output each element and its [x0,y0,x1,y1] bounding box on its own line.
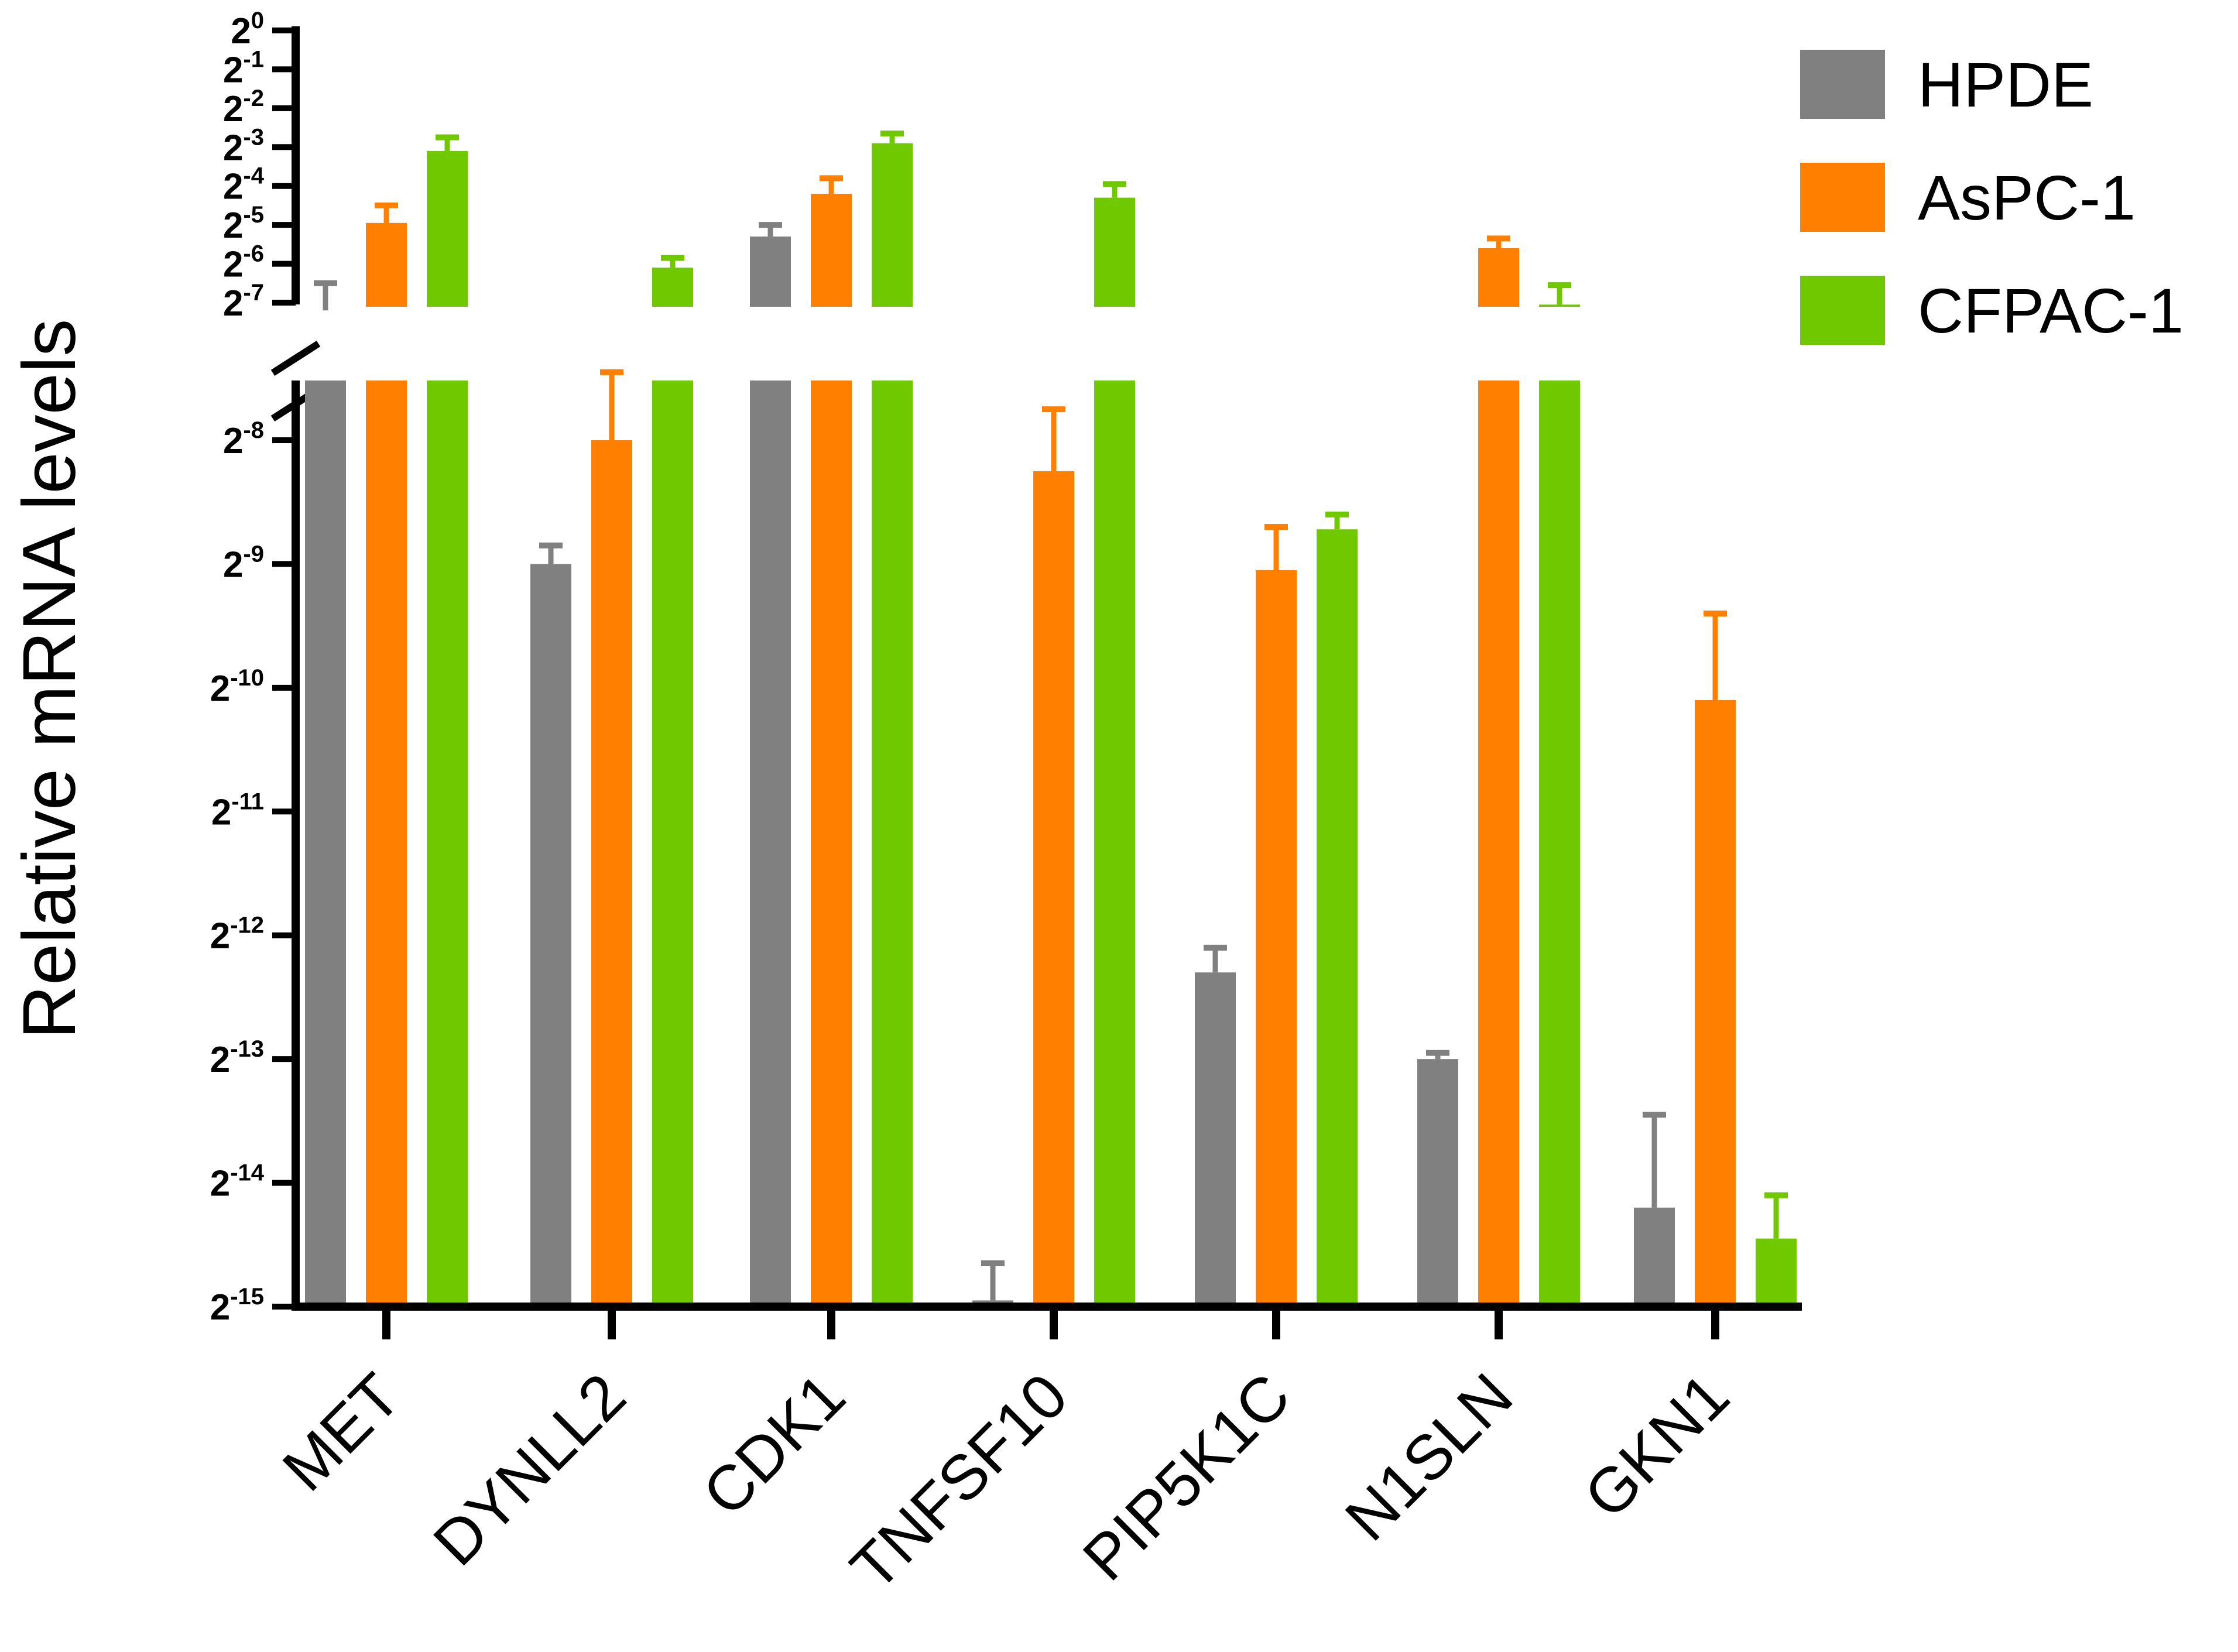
legend-swatch-hpde [1800,50,1885,119]
y-tick-label: 2-15 [210,1284,264,1328]
x-tick-label: TNFSF10 [837,1360,1081,1604]
bar-cfpac-1 [1756,1238,1797,1307]
bar-cfpac-1 [1539,304,1580,307]
lower-y-axis: 2-8 2-9 2-10 2-11 2-12 2-13 2-14 2-15 [210,381,321,1328]
bar-cfpac-1 [427,150,468,307]
y-tick-label: 2-5 [223,202,264,246]
bar-aspc-1 [1478,381,1519,1307]
y-tick-label: 2-1 [223,46,264,90]
bar-cfpac-1 [652,268,693,307]
bar-cfpac-1 [872,143,913,307]
bar-aspc-1 [1033,471,1074,1307]
bar-hpde [1634,1207,1675,1307]
x-tick-label: N1SLN [1332,1360,1526,1554]
y-tick-label: 2-4 [223,163,265,207]
y-tick-label: 2-9 [223,541,264,585]
y-tick-label: 2-11 [211,789,264,832]
bar-cfpac-1 [427,381,468,1307]
bar-aspc-1 [366,381,407,1307]
upper-y-axis: 202-12-22-32-42-52-62-7 [223,8,321,376]
y-tick-label: 2-2 [223,85,264,129]
legend-swatch-aspc-1 [1800,163,1885,232]
y-tick-label: 2-3 [223,124,264,168]
bar-cfpac-1 [1539,381,1580,1307]
bar-aspc-1 [1695,700,1736,1307]
y-tick-label: 2-8 [223,417,264,461]
x-tick-label: PIP5K1C [1070,1360,1304,1594]
y-tick-label: 20 [231,8,264,52]
bar-hpde [1195,972,1236,1307]
bar-aspc-1 [591,440,632,1307]
y-tick-label: 2-13 [210,1036,264,1080]
legend-label: CFPAC-1 [1918,275,2184,346]
bar-hpde [305,381,346,1307]
bar-hpde [750,381,791,1307]
axis-break-mark [270,340,321,376]
legend-label: HPDE [1918,49,2093,120]
bar-cfpac-1 [1094,197,1135,307]
y-tick-label: 2-6 [223,241,264,285]
legend-swatch-cfpac-1 [1800,276,1885,345]
y-tick-label: 2-10 [210,665,264,709]
bar-cfpac-1 [652,381,693,1307]
x-tick-label: MET [269,1360,413,1504]
bar-aspc-1 [1478,248,1519,307]
bar-hpde [1417,1059,1458,1307]
bar-aspc-1 [811,194,852,307]
bar-hpde [750,237,791,307]
bar-aspc-1 [811,381,852,1307]
bar-cfpac-1 [872,381,913,1307]
legend: HPDE AsPC-1 CFPAC-1 [1800,49,2184,346]
legend-label: AsPC-1 [1918,162,2136,233]
bars-group [305,131,1797,1307]
y-tick-label: 2-14 [210,1160,265,1204]
x-tick-label: DYNLL2 [420,1360,639,1579]
bar-cfpac-1 [1317,529,1358,1307]
x-tick-label: GKN1 [1571,1360,1743,1532]
bar-aspc-1 [366,222,407,307]
bar-hpde [530,564,571,1307]
y-tick-label: 2-7 [223,280,264,324]
y-axis-title: Relative mRNA levels [8,319,91,1040]
bar-cfpac-1 [1094,381,1135,1307]
y-tick-label: 2-12 [210,913,264,957]
x-tick-label: CDK1 [689,1360,858,1529]
bar-aspc-1 [1256,570,1297,1307]
